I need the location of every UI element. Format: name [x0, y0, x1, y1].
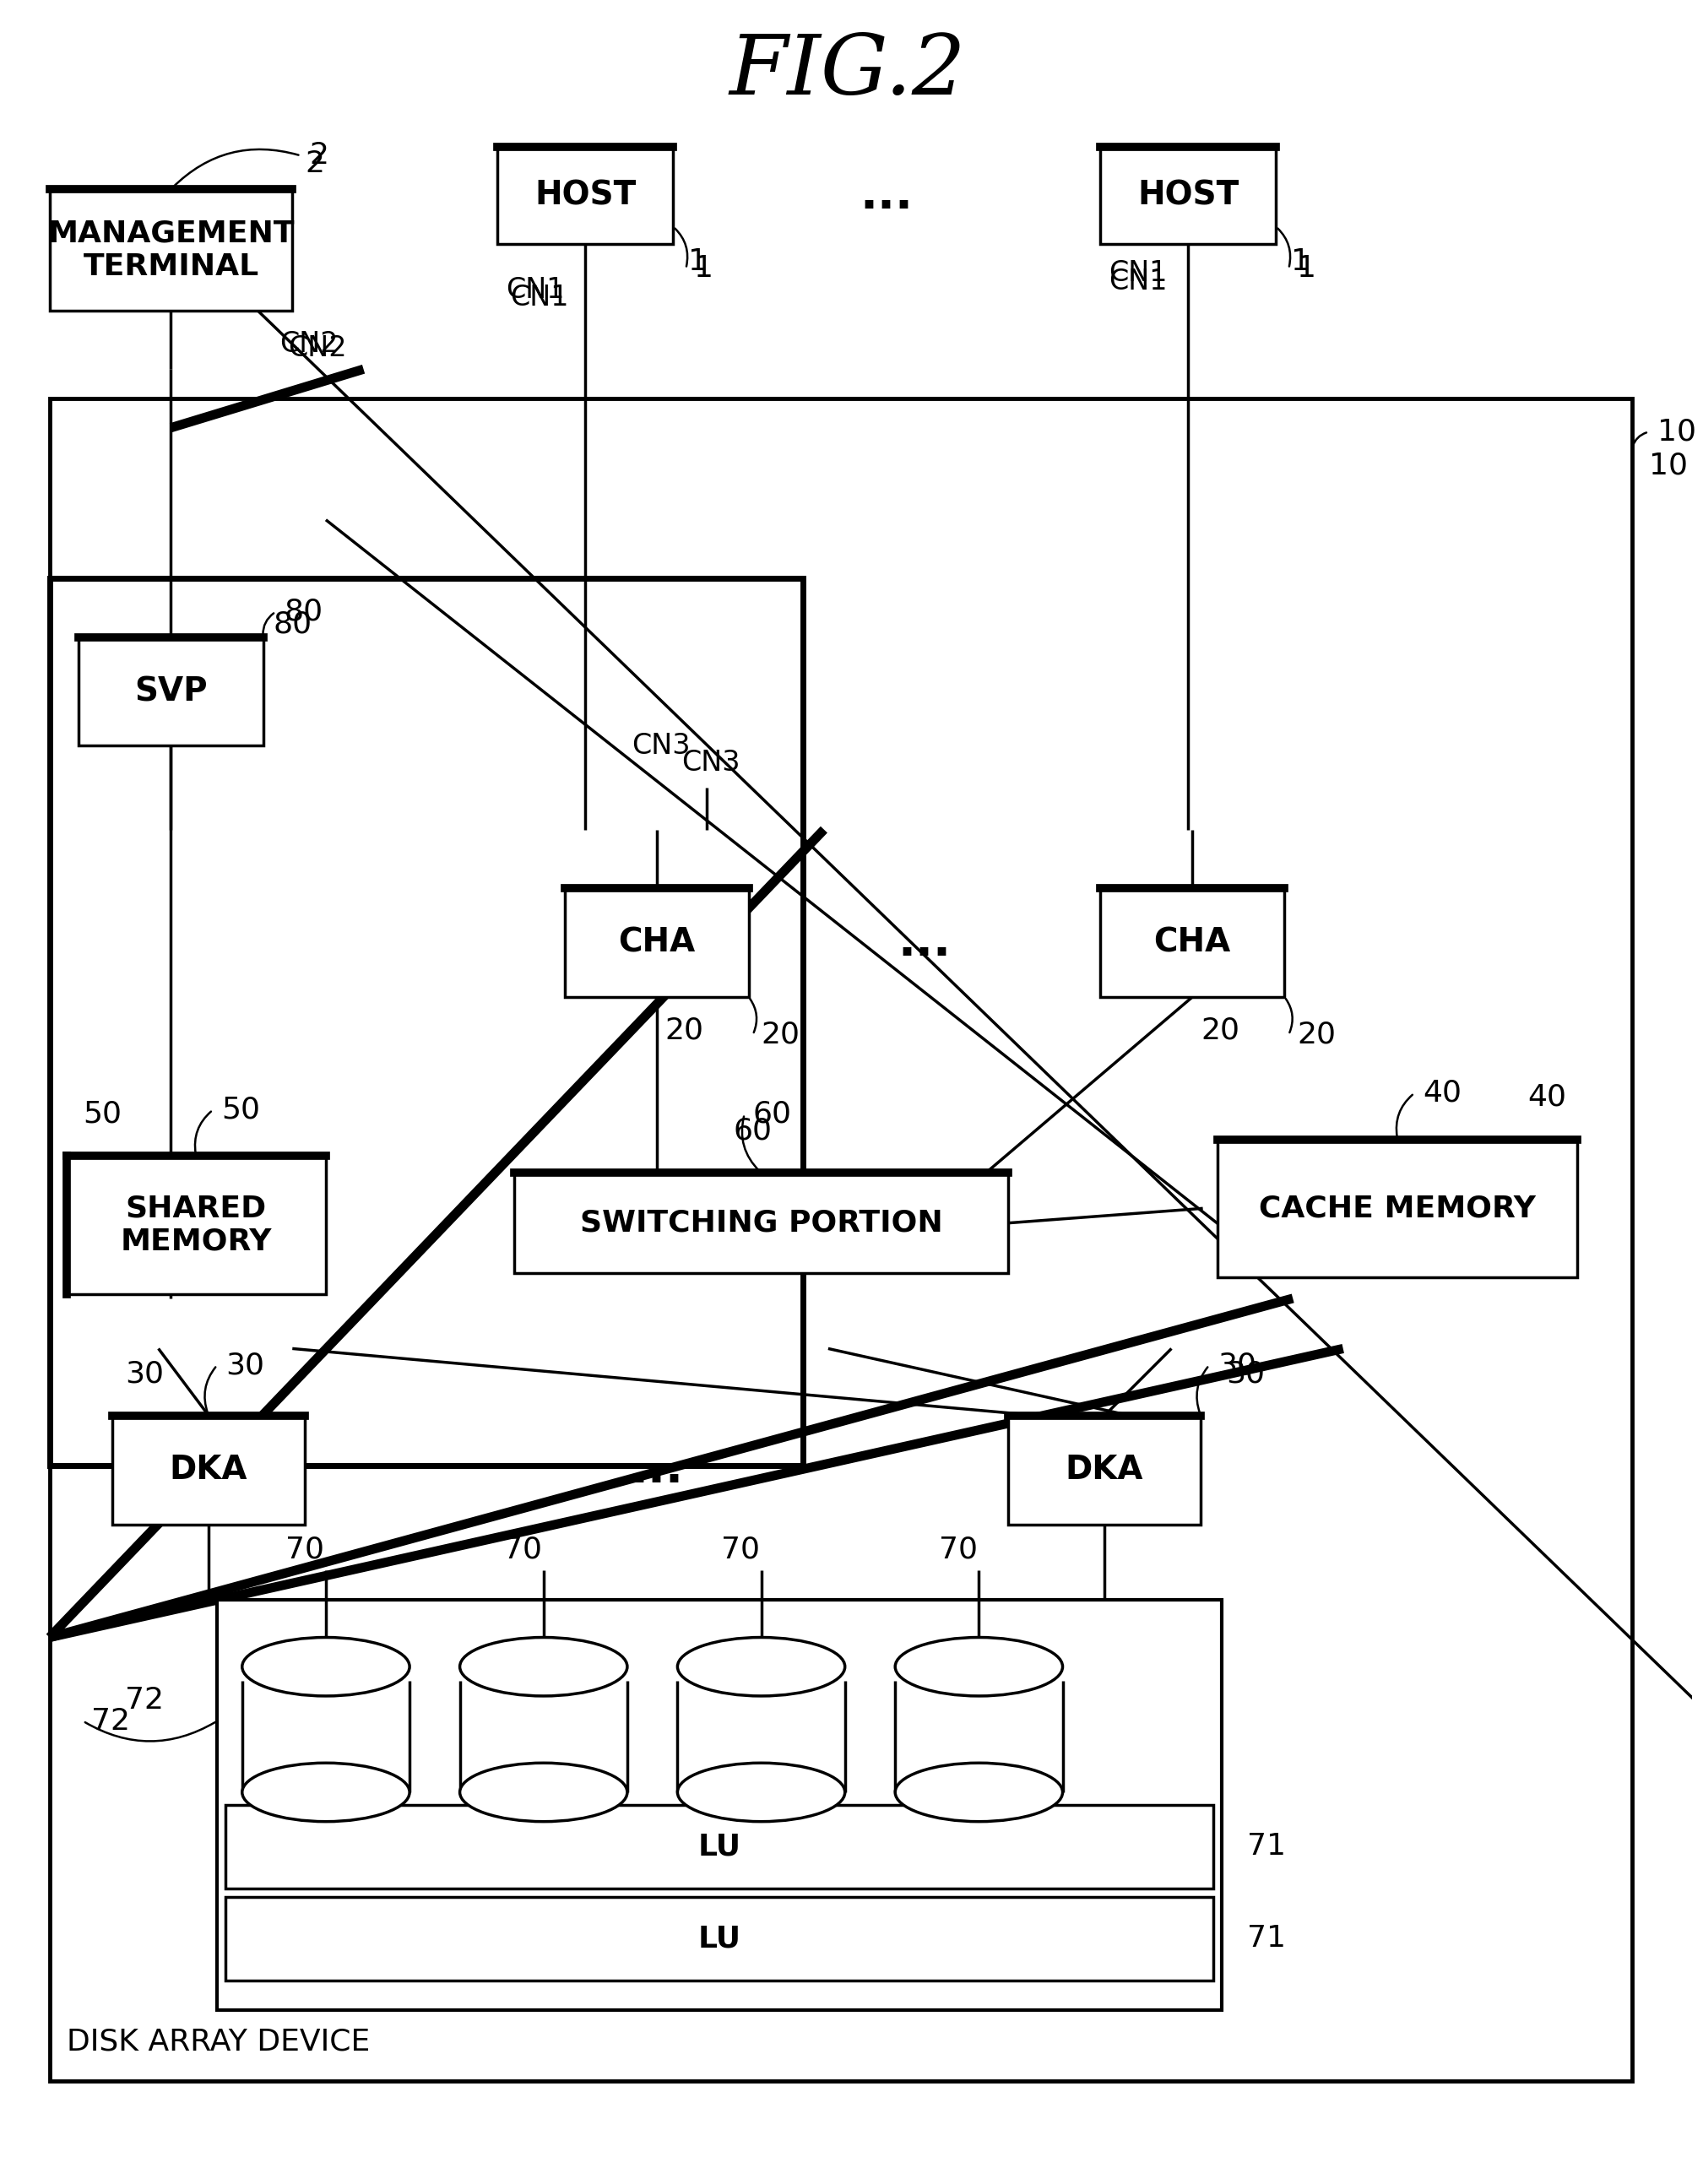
Text: 40: 40	[1528, 1083, 1567, 1112]
Bar	[564, 889, 749, 996]
Ellipse shape	[678, 1762, 845, 1821]
Text: 80: 80	[284, 598, 324, 627]
Bar	[66, 1155, 325, 1295]
Text: 30: 30	[1226, 1358, 1265, 1389]
Text: 1: 1	[1298, 253, 1316, 284]
Ellipse shape	[678, 1638, 845, 1697]
Text: HOST: HOST	[535, 179, 637, 212]
Text: 60: 60	[753, 1101, 792, 1129]
Text: 80: 80	[272, 609, 312, 638]
Text: 20: 20	[1298, 1020, 1335, 1048]
Bar	[216, 1599, 1221, 2009]
Text: CN1: CN1	[1109, 260, 1167, 286]
Text: HOST: HOST	[1138, 179, 1240, 212]
Text: 10: 10	[1649, 452, 1688, 480]
Text: LU: LU	[698, 1832, 741, 1861]
Bar	[112, 1415, 305, 1524]
Text: 70: 70	[720, 1535, 760, 1564]
Text: 20: 20	[1201, 1016, 1240, 1044]
Ellipse shape	[460, 1638, 627, 1697]
Text: 40: 40	[1422, 1079, 1461, 1107]
Text: 72: 72	[92, 1706, 129, 1736]
Bar	[49, 579, 804, 1465]
Text: MANAGEMENT
TERMINAL: MANAGEMENT TERMINAL	[48, 218, 295, 282]
Text: ...: ...	[897, 919, 950, 965]
Text: 60: 60	[734, 1116, 771, 1144]
Text: SWITCHING PORTION: SWITCHING PORTION	[579, 1208, 943, 1238]
Bar	[1008, 1415, 1201, 1524]
Text: ...: ...	[860, 173, 913, 218]
Bar	[225, 1898, 1213, 1981]
Text: 20: 20	[664, 1016, 703, 1044]
Bar	[49, 397, 1631, 2081]
Ellipse shape	[460, 1762, 627, 1821]
Text: 20: 20	[761, 1020, 800, 1048]
Bar	[497, 146, 673, 245]
Text: DKA: DKA	[1066, 1455, 1143, 1485]
Text: 50: 50	[83, 1101, 123, 1129]
Bar	[49, 190, 293, 310]
Text: 70: 70	[286, 1535, 324, 1564]
Text: 70: 70	[502, 1535, 542, 1564]
Text: CN3: CN3	[632, 732, 690, 760]
Text: SHARED
MEMORY: SHARED MEMORY	[121, 1195, 272, 1256]
Text: ...: ...	[630, 1448, 683, 1492]
Text: CN1: CN1	[1109, 266, 1167, 295]
Text: 30: 30	[225, 1352, 264, 1380]
Ellipse shape	[242, 1638, 410, 1697]
Text: FIG.2: FIG.2	[729, 33, 966, 111]
Text: 1: 1	[1291, 247, 1311, 277]
Text: 1: 1	[695, 253, 714, 284]
Text: DKA: DKA	[170, 1455, 247, 1485]
Text: CACHE MEMORY: CACHE MEMORY	[1259, 1195, 1536, 1223]
Bar	[78, 638, 262, 747]
Text: 1: 1	[688, 247, 708, 277]
Text: SVP: SVP	[135, 675, 208, 708]
Text: 2: 2	[305, 151, 324, 179]
Text: 71: 71	[1247, 1832, 1286, 1861]
Ellipse shape	[896, 1638, 1063, 1697]
Bar	[1100, 146, 1276, 245]
Text: 72: 72	[124, 1686, 163, 1714]
Text: CHA: CHA	[618, 926, 695, 959]
Text: CN2: CN2	[288, 334, 347, 363]
Text: DISK ARRAY DEVICE: DISK ARRAY DEVICE	[66, 2027, 370, 2055]
Text: 30: 30	[124, 1358, 163, 1389]
Ellipse shape	[896, 1762, 1063, 1821]
Text: CN3: CN3	[681, 749, 741, 778]
Text: 71: 71	[1247, 1924, 1286, 1952]
Text: 2: 2	[310, 142, 329, 170]
Text: 50: 50	[221, 1096, 261, 1125]
Bar	[1218, 1140, 1577, 1278]
Text: LU: LU	[698, 1924, 741, 1952]
Text: CHA: CHA	[1155, 926, 1231, 959]
Bar	[514, 1173, 1008, 1273]
Bar	[225, 1804, 1213, 1889]
Text: 70: 70	[938, 1535, 978, 1564]
Text: CN1: CN1	[509, 284, 569, 312]
Text: 10: 10	[1657, 417, 1696, 446]
Ellipse shape	[242, 1762, 410, 1821]
Text: CN2: CN2	[279, 330, 339, 358]
Text: 30: 30	[1218, 1352, 1257, 1380]
Text: CN1: CN1	[506, 275, 564, 304]
Bar	[1100, 889, 1284, 996]
